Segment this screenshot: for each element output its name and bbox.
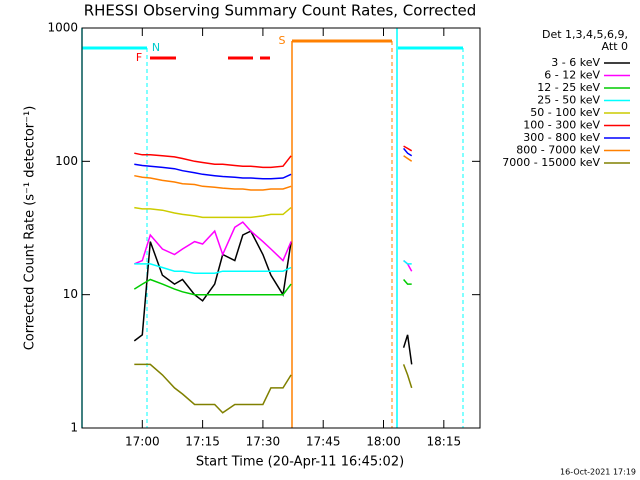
x-tick-label: 18:00 [366, 435, 401, 449]
y-axis-label: Corrected Count Rate (s⁻¹ detector⁻¹) [23, 106, 38, 351]
legend-label: 25 - 50 keV [537, 94, 600, 107]
y-tick-label: 10 [63, 287, 78, 301]
x-tick-label: 18:15 [427, 435, 462, 449]
flag-label: F [136, 51, 142, 64]
series-line [134, 260, 412, 274]
footer: 16-Oct-2021 17:19 [560, 468, 636, 477]
x-tick-label: 17:00 [125, 435, 160, 449]
series-line [134, 145, 413, 169]
plot-frame [81, 27, 481, 429]
series-line [133, 230, 413, 365]
y-tick-label: 1000 [47, 21, 78, 35]
legend-label: 300 - 800 keV [523, 131, 600, 144]
series-line [134, 206, 292, 219]
legend-label: 12 - 25 keV [537, 81, 600, 94]
flag-label: N [152, 41, 160, 54]
x-tick-label: 17:30 [246, 435, 281, 449]
legend-label: 800 - 7000 keV [516, 144, 600, 157]
legend-label: 6 - 12 keV [544, 69, 600, 82]
x-tick-label: 17:45 [306, 435, 341, 449]
y-tick-label: 1 [70, 421, 78, 435]
y-tick-label: 100 [55, 154, 78, 168]
legend-label: 100 - 300 keV [523, 119, 600, 132]
x-axis-label: Start Time (20-Apr-11 16:45:02) [196, 455, 404, 470]
series-line [133, 278, 412, 296]
legend-label: 7000 - 15000 keV [502, 156, 600, 169]
series-line [134, 147, 413, 180]
series-line [134, 363, 413, 414]
series-line [134, 155, 413, 191]
x-tick-label: 17:15 [185, 435, 220, 449]
flag-label: S [279, 34, 286, 47]
legend-title: Det 1,3,4,5,6,9, [542, 28, 628, 41]
chart-title: RHESSI Observing Summary Count Rates, Co… [84, 2, 477, 20]
legend-title: Att 0 [602, 40, 628, 53]
legend-label: 3 - 6 keV [551, 56, 600, 69]
legend-label: 50 - 100 keV [530, 106, 600, 119]
